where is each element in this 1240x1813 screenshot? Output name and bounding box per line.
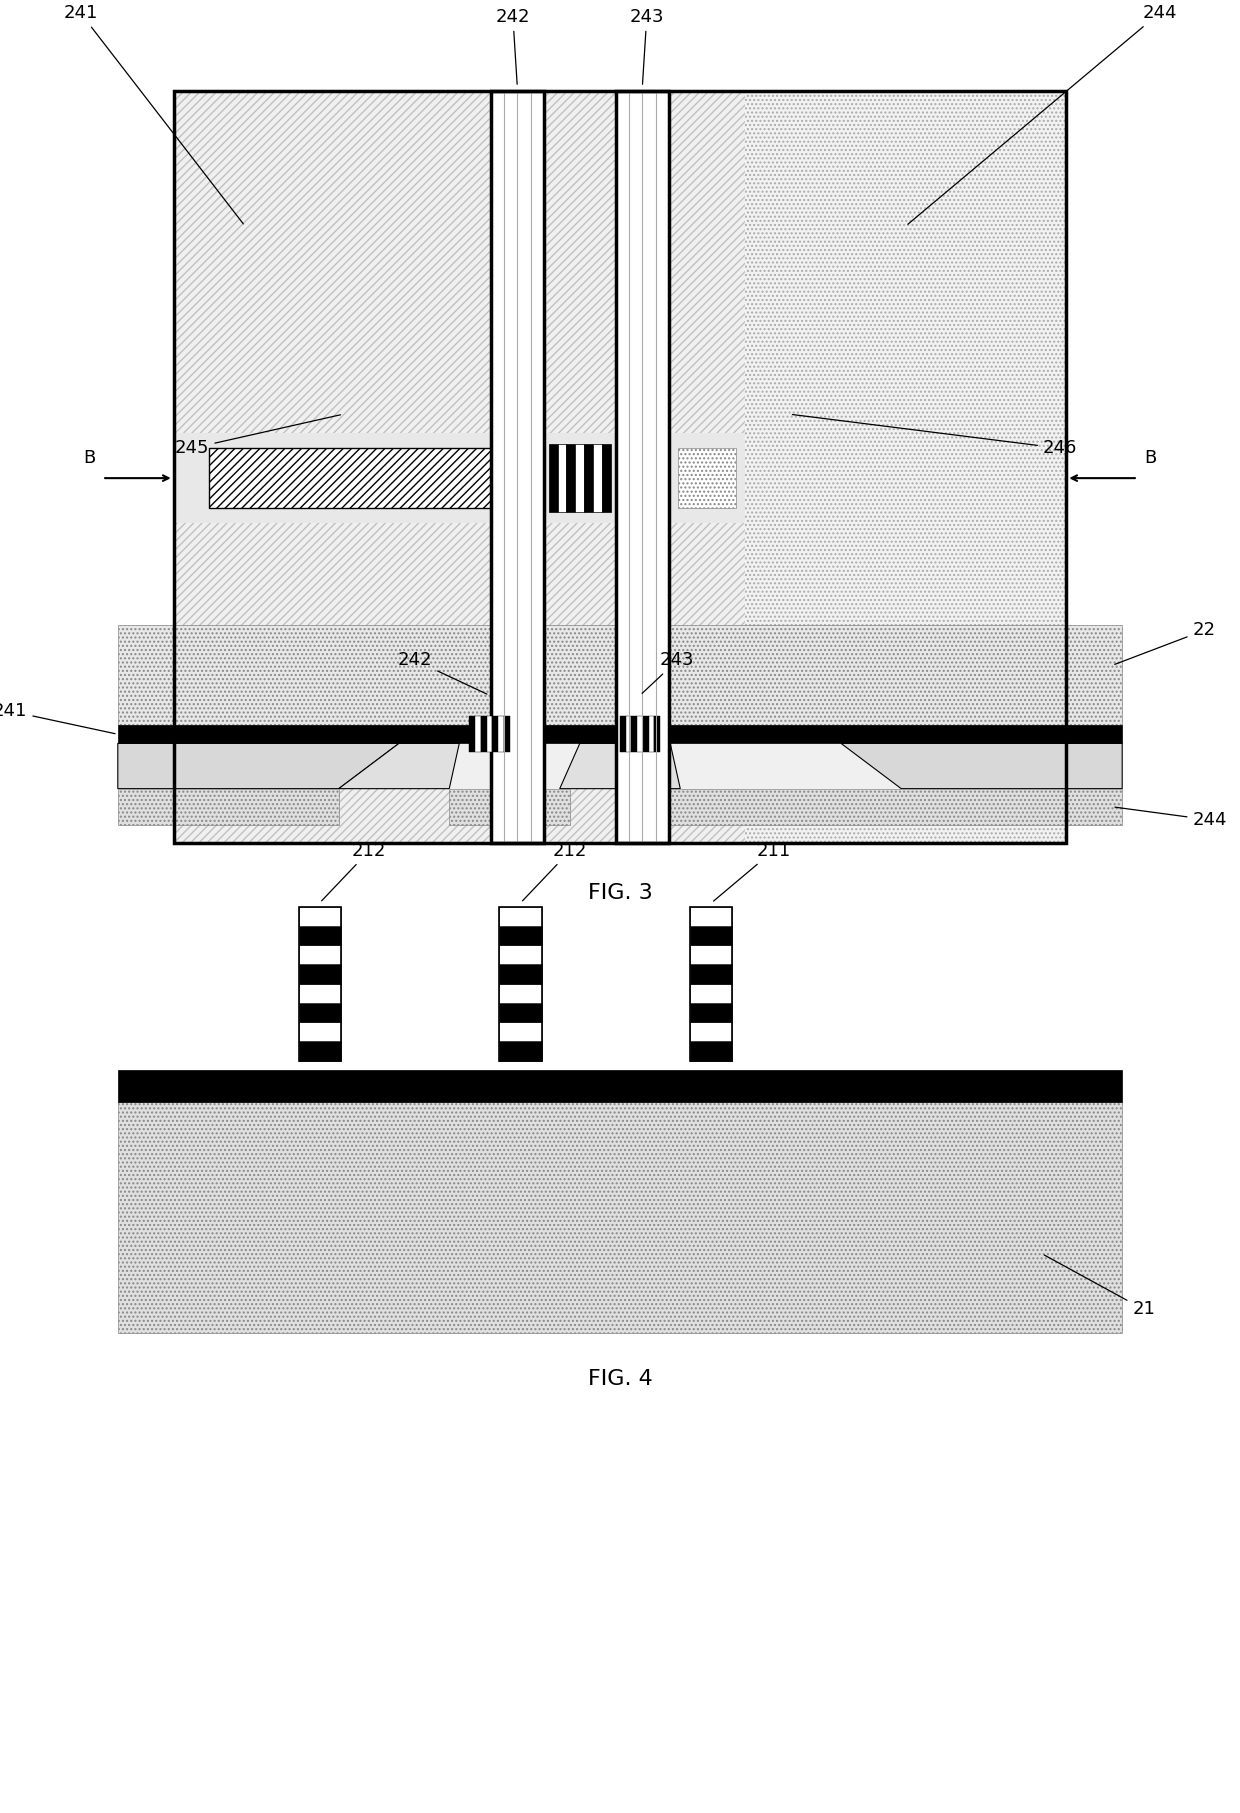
Bar [299, 906, 341, 1061]
Bar [469, 716, 475, 752]
Bar [299, 906, 341, 926]
Bar [500, 906, 542, 1061]
Bar [691, 1023, 733, 1041]
Text: 212: 212 [522, 841, 588, 901]
Bar [615, 91, 670, 843]
Bar [118, 789, 339, 825]
Bar [500, 1003, 542, 1023]
Text: 244: 244 [908, 4, 1177, 225]
Bar [649, 716, 655, 752]
Bar [644, 716, 649, 752]
Text: 211: 211 [713, 841, 791, 901]
Bar [626, 716, 631, 752]
Bar [174, 524, 491, 843]
Bar [299, 983, 341, 1003]
Polygon shape [841, 743, 1122, 789]
Bar [575, 444, 584, 511]
Polygon shape [118, 743, 399, 789]
Bar [299, 945, 341, 965]
Bar [603, 444, 611, 511]
Bar [500, 983, 542, 1003]
Bar [655, 716, 660, 752]
Bar [118, 1070, 1122, 1102]
Bar [670, 524, 745, 843]
Bar [500, 1023, 542, 1041]
Text: B: B [1145, 450, 1156, 468]
Bar [299, 926, 341, 945]
Bar [678, 448, 737, 508]
Bar [492, 716, 498, 752]
Polygon shape [559, 743, 681, 789]
Bar [745, 433, 1066, 524]
Bar [118, 725, 1122, 743]
Bar [174, 91, 1066, 843]
Polygon shape [339, 743, 459, 789]
Bar [475, 716, 481, 752]
Bar [491, 91, 544, 843]
Bar [691, 906, 733, 1061]
Text: 243: 243 [642, 651, 694, 693]
Bar [631, 716, 637, 752]
Bar [118, 743, 1122, 789]
Bar [544, 524, 615, 843]
Bar [500, 965, 542, 983]
Bar [118, 1102, 1122, 1333]
Bar [691, 945, 733, 965]
Bar [670, 91, 745, 433]
Text: 243: 243 [630, 7, 665, 83]
Bar [691, 983, 733, 1003]
Text: 242: 242 [496, 7, 531, 83]
Bar [691, 906, 733, 926]
Text: 22: 22 [1115, 622, 1215, 664]
Text: FIG. 4: FIG. 4 [588, 1369, 652, 1389]
Bar [299, 1003, 341, 1023]
Bar [299, 1023, 341, 1041]
Bar [584, 444, 593, 511]
Bar [174, 433, 745, 524]
Bar [745, 91, 1066, 843]
Bar [558, 444, 567, 511]
Text: FIG. 3: FIG. 3 [588, 883, 652, 903]
Text: B: B [84, 450, 95, 468]
Bar [498, 716, 503, 752]
Bar [500, 945, 542, 965]
Bar [500, 926, 542, 945]
Text: 212: 212 [321, 841, 387, 901]
Bar [691, 965, 733, 983]
Text: 21: 21 [1044, 1255, 1156, 1318]
Bar [691, 1003, 733, 1023]
Bar [637, 716, 644, 752]
Bar [691, 926, 733, 945]
Bar [299, 1041, 341, 1061]
Bar [544, 91, 615, 433]
Bar [691, 1041, 733, 1061]
Bar [481, 716, 486, 752]
Bar [174, 91, 1066, 843]
Bar [174, 91, 491, 433]
Bar [548, 444, 558, 511]
Bar [567, 444, 575, 511]
Bar [500, 1041, 542, 1061]
Text: 244: 244 [1115, 807, 1228, 829]
Text: 245: 245 [175, 415, 341, 457]
Bar [299, 965, 341, 983]
Text: 242: 242 [398, 651, 487, 694]
Text: 241: 241 [63, 4, 243, 223]
Bar [500, 906, 542, 926]
Text: 241: 241 [0, 702, 115, 734]
Text: 246: 246 [792, 415, 1078, 457]
Bar [174, 91, 745, 843]
Bar [449, 789, 570, 825]
Bar [118, 625, 1122, 725]
Bar [671, 789, 1122, 825]
Bar [593, 444, 603, 511]
Bar [503, 716, 510, 752]
Bar [210, 448, 491, 508]
Bar [620, 716, 626, 752]
Bar [486, 716, 492, 752]
